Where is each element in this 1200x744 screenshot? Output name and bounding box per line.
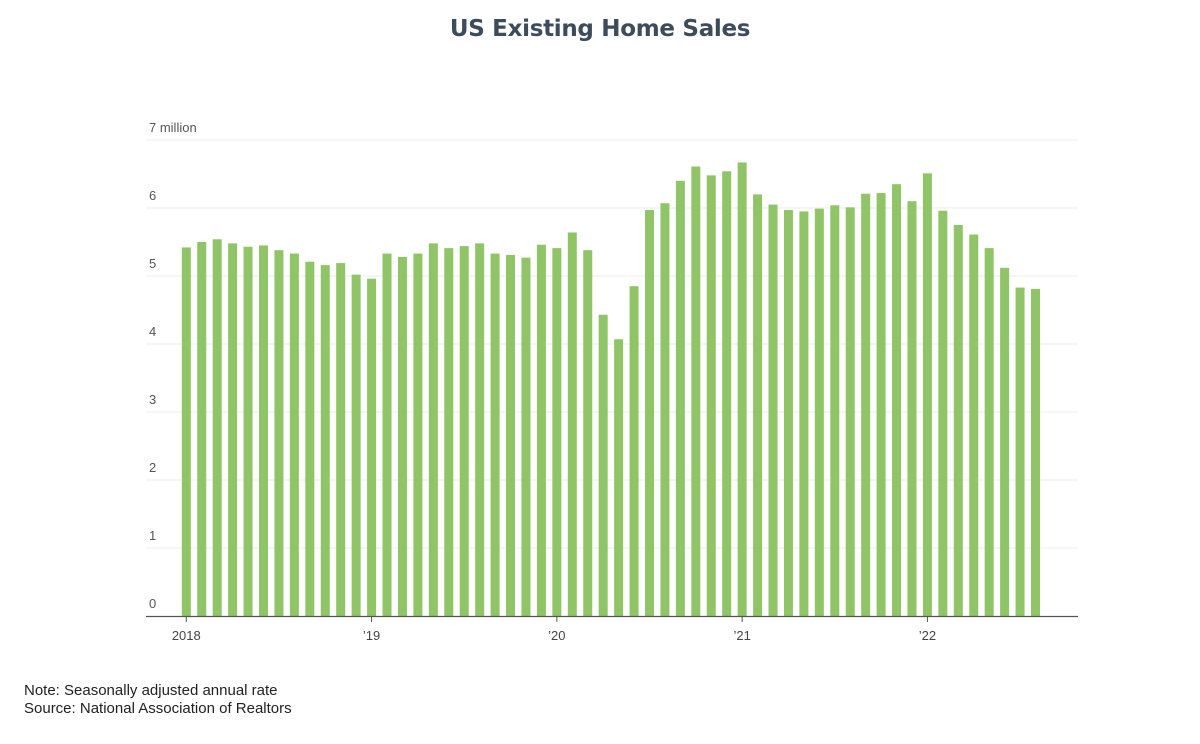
bar [629, 286, 639, 616]
x-tick-label: ’19 [363, 628, 380, 643]
bar [521, 257, 531, 616]
bar [1015, 287, 1025, 616]
bar [722, 171, 732, 616]
bar [861, 193, 871, 616]
x-axis: 2018 ’19 ’20 ’21 ’22 [146, 615, 1078, 643]
bar [583, 250, 593, 616]
note-text: Note: Seasonally adjusted annual rate [24, 682, 278, 699]
y-tick-label: 6 [149, 188, 156, 203]
y-tick-label: 0 [149, 596, 156, 611]
bar [984, 248, 994, 616]
bar [953, 225, 963, 616]
y-tick-label: 7 million [149, 120, 197, 135]
bar [614, 339, 624, 616]
bar [922, 173, 932, 616]
bar [397, 256, 407, 616]
bar [274, 250, 284, 616]
bar [753, 194, 763, 616]
bar [814, 208, 824, 616]
bar [706, 175, 716, 617]
bar [845, 207, 855, 616]
bar [660, 203, 670, 617]
bar [490, 253, 500, 616]
bar [876, 193, 886, 617]
bar-chart: 0 1 2 3 4 5 6 7 million 2018 ’19 ’20 ’21 ’22 [146, 120, 1078, 643]
bar [799, 211, 809, 616]
x-tick-label: 2018 [172, 628, 201, 643]
bars [181, 162, 1040, 617]
bar [691, 166, 701, 616]
bar [645, 210, 654, 617]
bar [181, 247, 191, 616]
bar [506, 254, 516, 617]
bar [413, 253, 423, 616]
bar [212, 239, 222, 616]
bar [320, 265, 330, 616]
bar [1031, 288, 1040, 616]
source-text: Source: National Association of Realtors [24, 700, 292, 717]
chart-title: US Existing Home Sales [449, 16, 751, 42]
x-tick-label: ’21 [733, 628, 750, 643]
bar [428, 243, 438, 617]
y-tick-label: 5 [149, 256, 156, 271]
bar [259, 245, 268, 616]
bar [675, 180, 685, 617]
bar [243, 246, 253, 616]
y-tick-label: 4 [149, 324, 156, 339]
y-axis-ticks: 0 1 2 3 4 5 6 7 million [149, 120, 197, 611]
y-tick-label: 3 [149, 392, 156, 407]
y-tick-label: 1 [149, 528, 156, 543]
bar [768, 204, 778, 616]
bar [351, 274, 361, 616]
y-tick-label: 2 [149, 460, 156, 475]
bar [367, 278, 377, 616]
bar [336, 263, 346, 616]
bar [475, 243, 485, 617]
bar [382, 253, 392, 616]
bar [536, 244, 546, 616]
bar [1000, 267, 1010, 616]
x-tick-label: ’20 [548, 628, 565, 643]
chart-notes: Note: Seasonally adjusted annual rate So… [24, 682, 292, 718]
bar [228, 243, 238, 617]
gridlines [146, 139, 1078, 549]
bar [552, 248, 562, 616]
bar [938, 210, 948, 616]
bar [289, 253, 299, 616]
bar [567, 232, 577, 617]
bar [197, 242, 207, 616]
bar [598, 314, 608, 616]
bar [830, 205, 840, 616]
bar [459, 246, 469, 616]
bar [737, 162, 747, 616]
bar [783, 210, 793, 617]
bar [969, 234, 979, 616]
bar [305, 261, 315, 616]
bar [907, 201, 917, 616]
bar [444, 248, 454, 616]
x-tick-label: ’22 [919, 628, 936, 643]
bar [892, 184, 902, 616]
